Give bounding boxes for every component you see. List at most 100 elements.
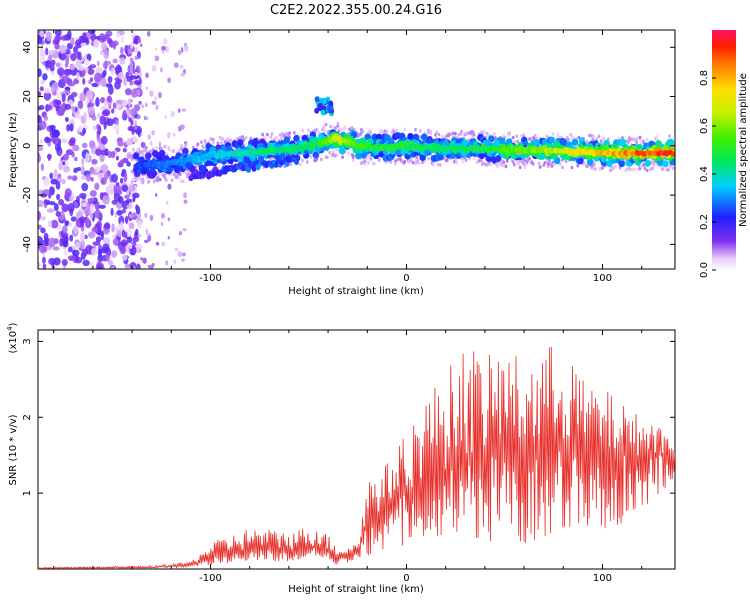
- noise-cell: [124, 263, 131, 269]
- noise-cell: [179, 179, 185, 184]
- noise-cell: [89, 77, 94, 82]
- noise-cell: [154, 55, 160, 62]
- halo-cell: [211, 140, 215, 144]
- noise-cell: [117, 140, 124, 147]
- spectrogram-x-ticks: -100 0 100: [53, 30, 643, 284]
- noise-cell: [94, 182, 100, 191]
- noise-cell: [45, 104, 53, 111]
- noise-cell: [111, 108, 115, 114]
- noise-cell: [80, 42, 87, 47]
- noise-cell: [106, 95, 112, 103]
- noise-cell: [151, 129, 155, 136]
- snr-x-tick-label: -100: [199, 573, 222, 584]
- halo-cell: [427, 130, 430, 135]
- noise-cell: [54, 169, 58, 177]
- noise-cell: [38, 199, 44, 208]
- ridge-cell: [200, 164, 207, 172]
- noise-cell: [53, 203, 59, 212]
- noise-cell: [139, 69, 142, 77]
- noise-cell: [73, 224, 78, 235]
- ridge-cell: [132, 152, 140, 160]
- noise-cell: [61, 93, 66, 103]
- ridge-cell: [656, 158, 664, 166]
- noise-cell: [131, 74, 140, 80]
- noise-cell: [54, 35, 61, 42]
- noise-cell: [97, 254, 104, 262]
- ridge-cell: [407, 132, 414, 140]
- noise-cell: [91, 247, 98, 256]
- snr-frame: [37, 329, 676, 570]
- noise-cell: [72, 175, 78, 181]
- noise-cell: [38, 154, 42, 163]
- halo-cell: [515, 134, 519, 138]
- noise-cell: [160, 212, 165, 219]
- halo-cell: [465, 131, 469, 136]
- blob-cell: [317, 102, 323, 109]
- noise-cell: [64, 86, 71, 91]
- halo-cell: [133, 177, 136, 182]
- noise-cell: [107, 76, 113, 84]
- noise-cell: [39, 138, 43, 144]
- blob-cell: [321, 98, 327, 105]
- snr-x-ticks: -100 0 100: [53, 330, 643, 584]
- halo-cell: [177, 175, 181, 180]
- noise-cell: [40, 79, 46, 85]
- halo-cell: [445, 158, 449, 162]
- halo-cell: [535, 134, 539, 139]
- halo-cell: [316, 129, 320, 133]
- noise-cell: [77, 125, 84, 133]
- halo-cell: [130, 169, 134, 174]
- halo-cell: [552, 162, 556, 167]
- halo-cell: [325, 155, 329, 160]
- halo-cell: [501, 163, 504, 168]
- halo-cell: [436, 162, 440, 167]
- noise-cell: [49, 201, 56, 206]
- halo-cell: [261, 132, 265, 137]
- noise-cell: [39, 120, 47, 130]
- noise-cell: [108, 104, 112, 110]
- noise-cell: [115, 119, 119, 127]
- noise-cell: [111, 223, 115, 233]
- halo-cell: [496, 164, 500, 168]
- side-ridge-cell: [246, 166, 252, 173]
- noise-cell: [143, 115, 147, 121]
- ridge-cell: [618, 160, 625, 168]
- halo-cell: [624, 168, 628, 172]
- noise-cell: [67, 30, 72, 40]
- noise-cell: [170, 110, 176, 118]
- halo-cell: [341, 155, 344, 159]
- noise-cell: [100, 49, 104, 56]
- noise-cell: [107, 260, 114, 266]
- halo-cell: [472, 156, 476, 161]
- halo-cell: [483, 130, 487, 135]
- halo-cell: [411, 160, 415, 165]
- noise-cell: [142, 257, 147, 264]
- halo-cell: [524, 162, 528, 167]
- noise-cell: [55, 62, 61, 68]
- noise-cell: [106, 118, 114, 127]
- halo-cell: [451, 131, 455, 136]
- noise-cell: [100, 42, 108, 51]
- noise-cell: [167, 235, 170, 240]
- noise-cell: [40, 227, 46, 234]
- noise-cell: [70, 106, 77, 111]
- halo-cell: [531, 162, 535, 166]
- noise-cell: [123, 76, 127, 87]
- noise-cell: [149, 214, 154, 221]
- halo-cell: [528, 137, 531, 141]
- noise-cell: [173, 259, 177, 264]
- noise-cell: [46, 137, 52, 143]
- halo-cell: [269, 135, 273, 139]
- halo-cell: [369, 130, 373, 135]
- noise-cell: [165, 260, 169, 266]
- noise-cell: [147, 235, 152, 242]
- noise-cell: [102, 194, 110, 205]
- halo-cell: [347, 151, 350, 155]
- halo-cell: [321, 127, 324, 132]
- noise-cell: [46, 31, 52, 42]
- noise-cell: [79, 232, 86, 242]
- halo-cell: [331, 149, 335, 154]
- noise-cell: [45, 47, 49, 56]
- noise-cell: [49, 172, 54, 180]
